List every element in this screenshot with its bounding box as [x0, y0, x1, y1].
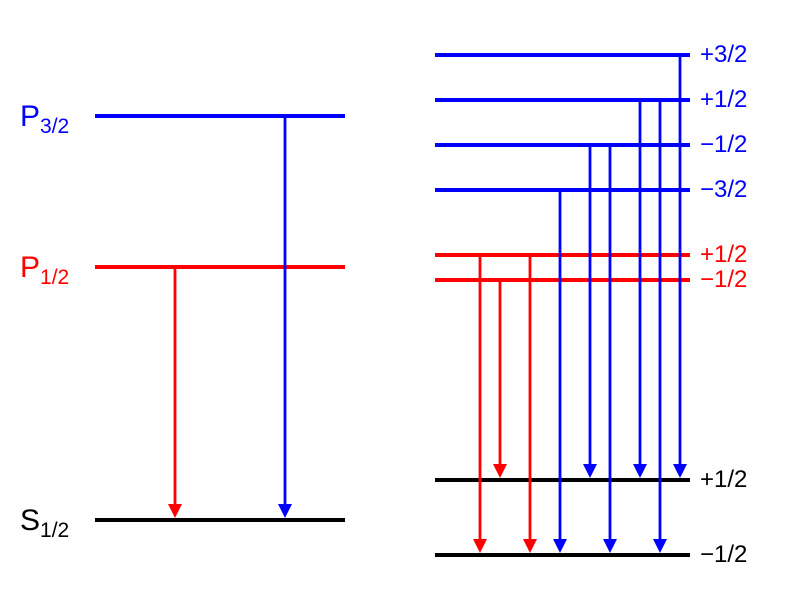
m-label-p32_p3: +3/2	[700, 43, 747, 67]
label-s12-left: S1/2	[20, 506, 69, 541]
label-p32-main: P	[20, 100, 40, 133]
label-s12-main: S	[20, 504, 40, 537]
m-label-p12_m1: −1/2	[700, 268, 747, 292]
label-p12-sub: 1/2	[40, 266, 69, 289]
energy-level-diagram	[0, 0, 792, 612]
m-label-p32_m3: −3/2	[700, 178, 747, 202]
transition-arrow-right-5	[603, 147, 617, 553]
transition-arrow-right-6	[633, 102, 647, 478]
transition-arrow-right-2	[523, 257, 537, 553]
label-s12-sub: 1/2	[40, 519, 69, 542]
transition-arrow-right-8	[673, 57, 687, 478]
transition-arrow-right-4	[583, 147, 597, 478]
m-label-p32_m1: −1/2	[700, 133, 747, 157]
m-label-s12_m1: −1/2	[700, 543, 747, 567]
label-p12-left: P1/2	[20, 253, 69, 288]
transition-arrow-left-0	[168, 269, 182, 518]
m-label-p12_p1: +1/2	[700, 243, 747, 267]
transition-arrow-right-3	[553, 192, 567, 553]
m-label-p32_p1: +1/2	[700, 88, 747, 112]
transition-arrow-left-1	[278, 118, 292, 518]
m-label-s12_p1: +1/2	[700, 468, 747, 492]
transition-arrow-right-0	[473, 257, 487, 553]
label-p32-sub: 3/2	[40, 115, 69, 138]
transition-arrow-right-7	[653, 102, 667, 553]
label-p32-left: P3/2	[20, 102, 69, 137]
transition-arrow-right-1	[493, 282, 507, 478]
label-p12-main: P	[20, 251, 40, 284]
